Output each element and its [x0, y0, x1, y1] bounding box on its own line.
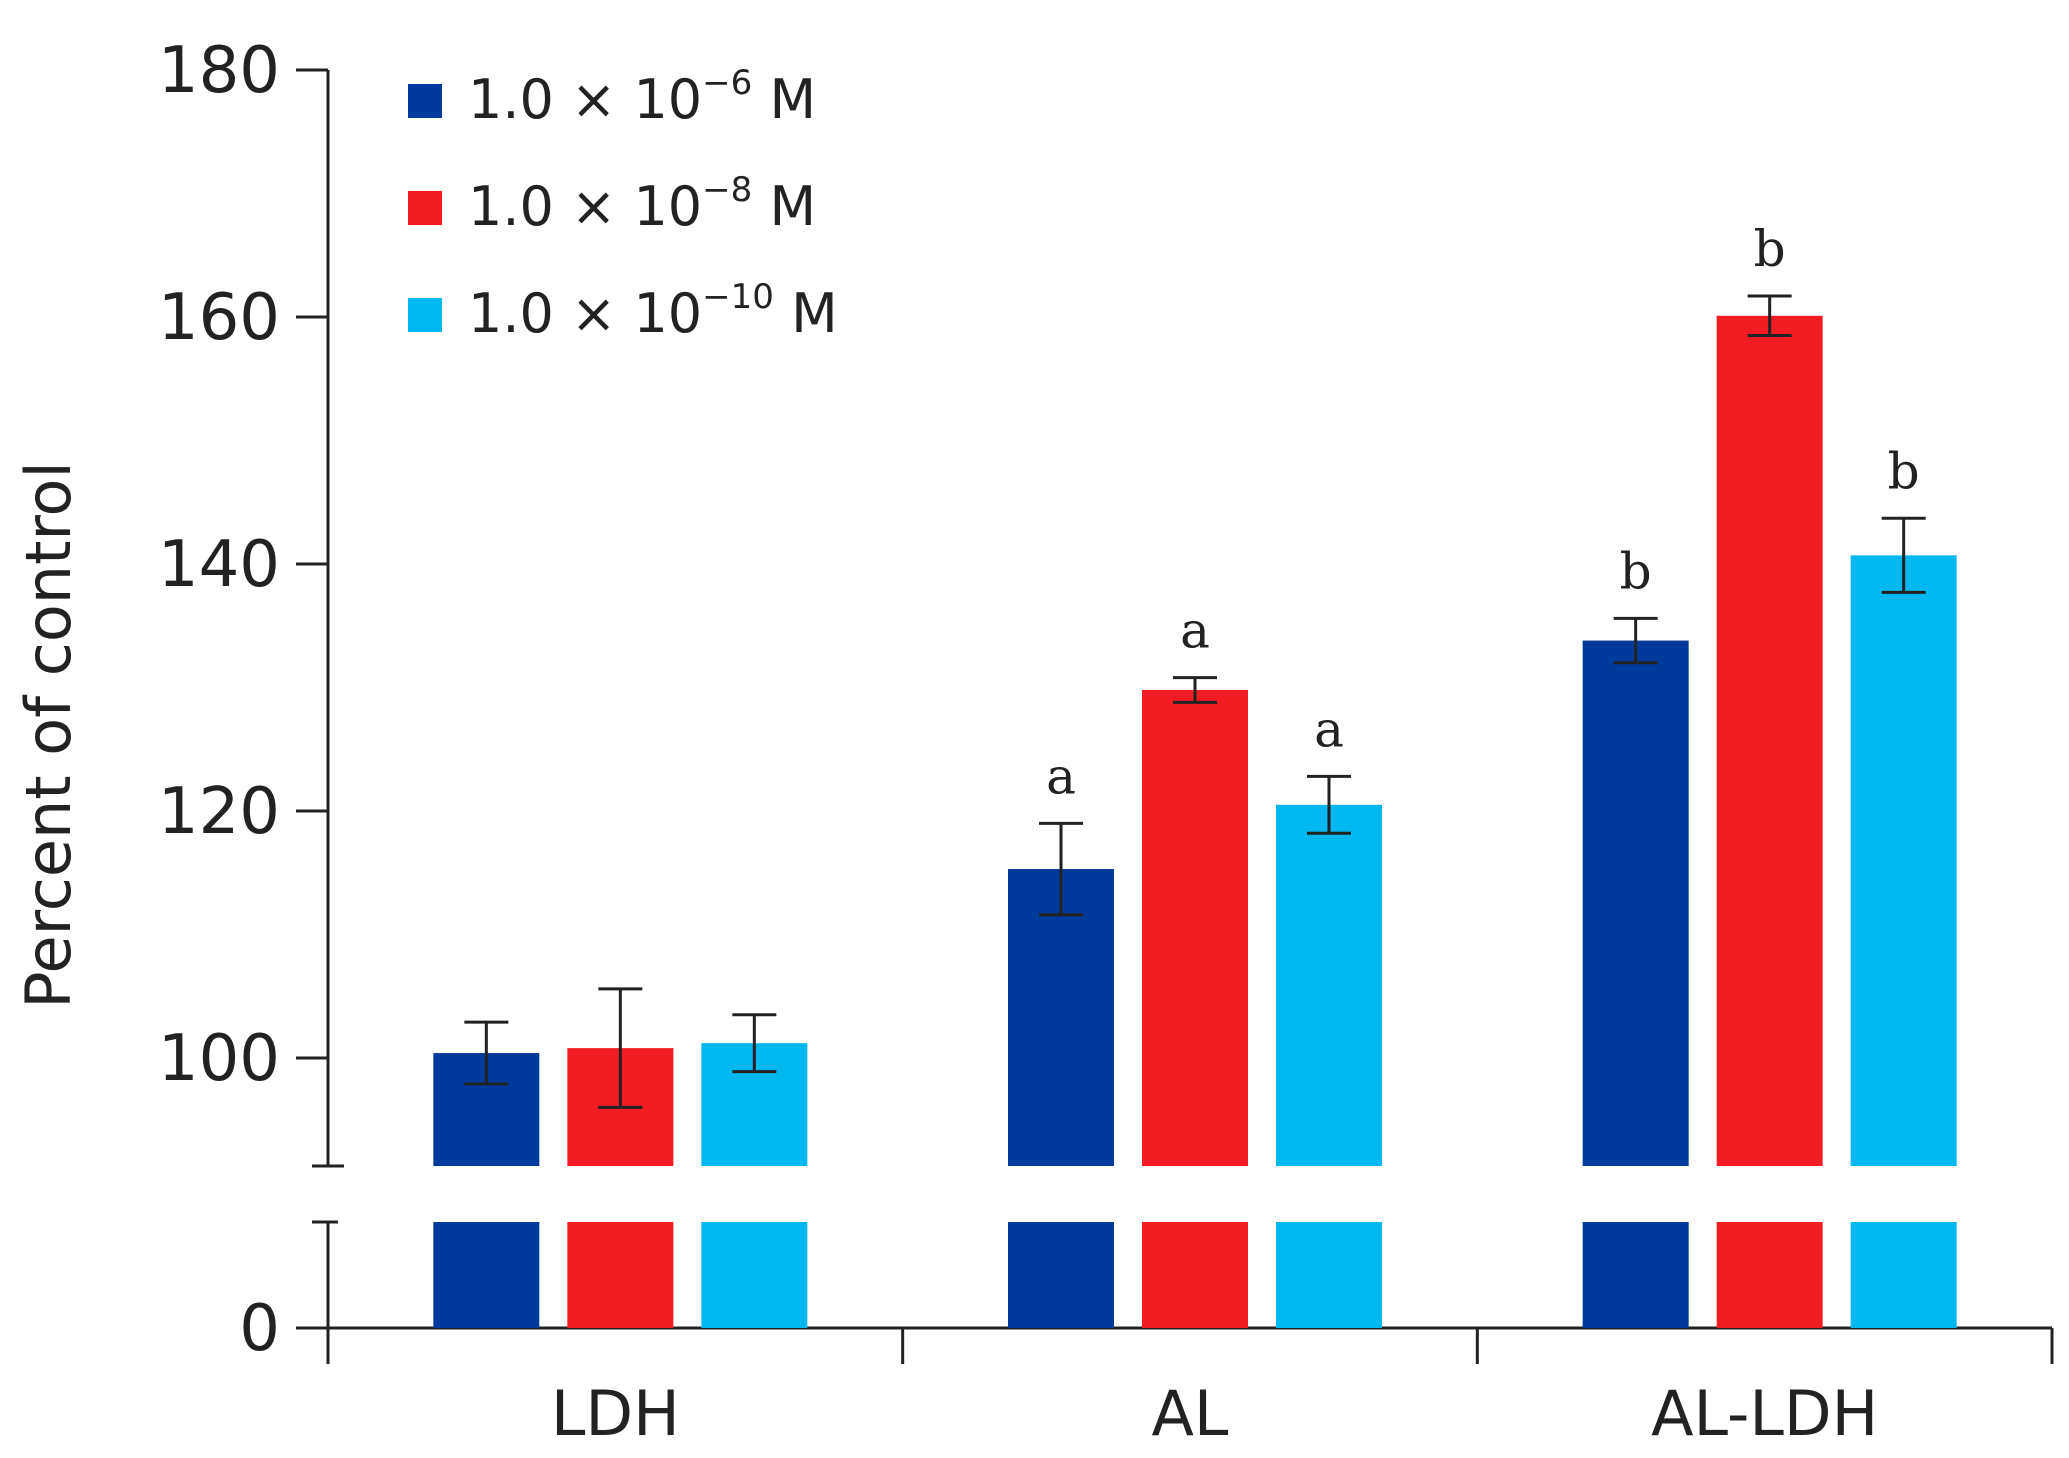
bar-lower-segment [1276, 1222, 1382, 1328]
bar-lower-segment [433, 1222, 540, 1328]
bar [1582, 640, 1689, 1166]
legend: 1.0 × 10−6 M 1.0 × 10−8 M 1.0 × 10−10 M [408, 63, 838, 345]
y-tick-label: 0 [239, 1292, 280, 1366]
bar-lower-segment [1142, 1222, 1248, 1328]
y-tick-label: 120 [158, 775, 280, 849]
bar-lower-segment [567, 1222, 674, 1328]
bar [1142, 689, 1248, 1166]
significance-label: a [1314, 700, 1344, 758]
bar [1008, 869, 1114, 1166]
legend-label: 1.0 × 10−8 M [468, 170, 816, 238]
x-category-label: AL-LDH [1651, 1377, 1878, 1450]
y-tick-label: 140 [158, 528, 280, 602]
significance-label: b [1754, 220, 1786, 278]
significance-label: b [1888, 442, 1920, 500]
y-tick-label: 100 [158, 1022, 280, 1096]
legend-label: 1.0 × 10−6 M [468, 63, 816, 131]
y-tick-label: 180 [158, 34, 280, 108]
bar-lower-segment [1582, 1222, 1689, 1328]
bar [1716, 315, 1823, 1166]
bar-lower-segment [701, 1222, 808, 1328]
bar-lower-segment [1850, 1222, 1957, 1328]
legend-swatch [408, 298, 442, 332]
x-category-label: AL [1152, 1377, 1229, 1450]
bar-lower-segment [1716, 1222, 1823, 1328]
bar [1850, 555, 1957, 1166]
legend-label: 1.0 × 10−10 M [468, 277, 838, 345]
y-axis-label: Percent of control [12, 461, 85, 1008]
bars-layer: a a a b b b [433, 220, 1957, 1328]
x-category-label: LDH [551, 1377, 680, 1450]
bar-lower-segment [1008, 1222, 1114, 1328]
legend-swatch [408, 84, 442, 118]
y-tick-label: 160 [158, 281, 280, 355]
legend-swatch [408, 191, 442, 225]
significance-label: a [1046, 747, 1076, 805]
significance-label: b [1620, 542, 1652, 600]
significance-label: a [1180, 602, 1210, 660]
bar [1276, 804, 1382, 1166]
